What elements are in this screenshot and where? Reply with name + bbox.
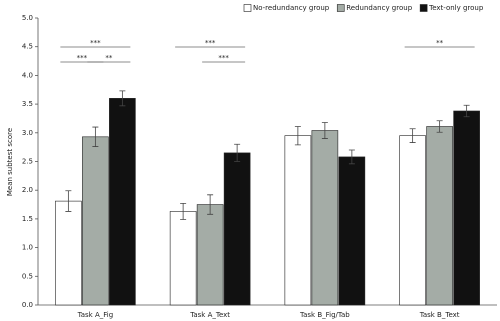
y-tick-label: 5.0 xyxy=(22,14,33,22)
error-bar xyxy=(207,194,214,215)
y-tick-label: 1.5 xyxy=(22,215,33,223)
significance-label: *** xyxy=(90,39,101,47)
y-tick-label: 4.0 xyxy=(22,71,33,79)
error-bar xyxy=(65,190,72,212)
error-bar xyxy=(234,143,241,162)
significance-label: *** xyxy=(218,54,229,62)
y-axis-label: Mean subtest score xyxy=(6,128,14,196)
y-tick-label: 0.0 xyxy=(22,301,33,309)
bar xyxy=(169,211,197,306)
bar xyxy=(223,152,251,306)
legend-label: Redundancy group xyxy=(346,4,412,12)
y-tick-label: 3.0 xyxy=(22,129,33,137)
bar xyxy=(311,130,339,306)
legend-swatch xyxy=(419,4,428,12)
x-tick-label: Task A_Text xyxy=(189,311,230,319)
bar xyxy=(82,136,109,306)
significance-label: ** xyxy=(105,54,113,62)
significance-label: *** xyxy=(77,54,88,62)
y-tick-label: 2.5 xyxy=(22,158,33,166)
error-bar xyxy=(321,122,328,139)
bar xyxy=(399,135,426,306)
legend-label: Text-only group xyxy=(428,4,484,12)
x-tick-label: Task B_Fig/Tab xyxy=(299,311,350,319)
significance-label: ** xyxy=(436,39,444,47)
bar xyxy=(109,98,136,306)
error-bar xyxy=(348,149,355,165)
error-bar xyxy=(92,126,99,147)
y-tick-label: 1.0 xyxy=(22,244,33,252)
error-bar xyxy=(463,104,470,118)
error-bar xyxy=(409,128,416,143)
bar xyxy=(55,200,82,306)
error-bar xyxy=(294,126,301,146)
x-tick-label: Task A_Fig xyxy=(77,311,114,319)
legend-label: No-redundancy group xyxy=(253,4,330,12)
error-bar xyxy=(119,90,126,107)
bar xyxy=(426,126,453,306)
legend-swatch xyxy=(336,4,345,12)
x-tick-label: Task B_Text xyxy=(419,311,460,319)
bar xyxy=(453,110,480,306)
error-bar xyxy=(180,203,187,220)
bar xyxy=(196,204,224,306)
significance-label: *** xyxy=(205,39,216,47)
y-tick-label: 0.5 xyxy=(22,272,33,280)
y-tick-label: 3.5 xyxy=(22,100,33,108)
bar xyxy=(284,135,312,306)
y-tick-label: 2.0 xyxy=(22,186,33,194)
error-bar xyxy=(436,120,443,133)
legend-swatch xyxy=(243,4,252,12)
bar xyxy=(338,156,366,306)
y-tick-label: 4.5 xyxy=(22,43,33,51)
